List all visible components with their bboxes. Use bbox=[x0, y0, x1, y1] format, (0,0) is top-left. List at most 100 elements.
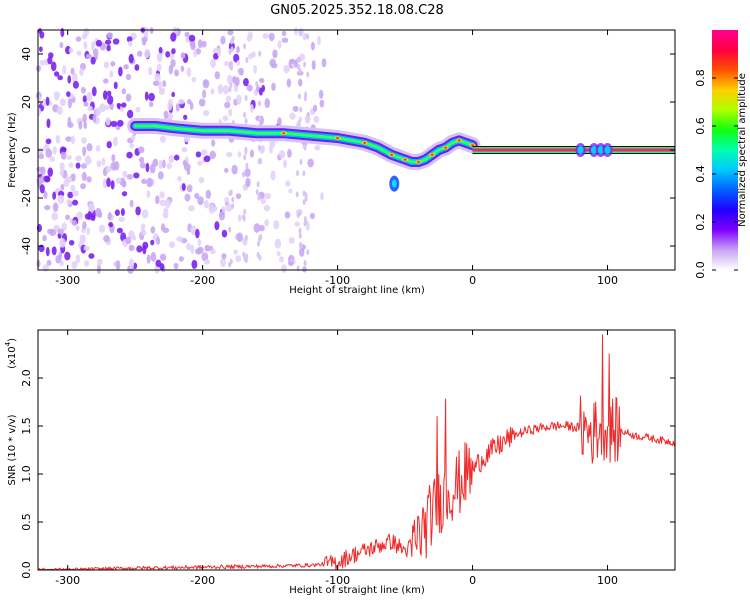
noise-speckle bbox=[67, 116, 72, 127]
noise-speckle bbox=[52, 191, 57, 200]
noise-streak bbox=[231, 196, 235, 203]
noise-streak bbox=[303, 220, 307, 227]
noise-speckle bbox=[150, 251, 157, 262]
noise-streak bbox=[257, 144, 261, 151]
noise-speckle bbox=[198, 176, 205, 184]
noise-speckle bbox=[173, 154, 180, 161]
noise-speckle bbox=[67, 75, 72, 84]
noise-speckle bbox=[191, 259, 198, 270]
noise-speckle bbox=[171, 91, 176, 98]
noise-speckle bbox=[106, 95, 114, 105]
noise-speckle bbox=[86, 143, 93, 152]
noise-speckle bbox=[96, 258, 103, 266]
noise-speckle bbox=[155, 195, 160, 205]
noise-speckle bbox=[292, 105, 299, 112]
noise-streak bbox=[299, 158, 303, 165]
spectrogram-x-tick-label: -100 bbox=[325, 274, 350, 287]
noise-speckle bbox=[106, 44, 111, 52]
noise-speckle bbox=[66, 199, 71, 205]
noise-speckle bbox=[101, 157, 106, 166]
plateau-burst-core bbox=[597, 146, 604, 154]
spectrogram-y-tick-label: -40 bbox=[20, 237, 33, 255]
noise-speckle bbox=[157, 171, 164, 180]
noise-speckle bbox=[268, 32, 275, 42]
spectrogram-x-tick-label: 0 bbox=[469, 274, 476, 287]
noise-speckle bbox=[144, 48, 151, 59]
noise-speckle bbox=[270, 62, 278, 69]
noise-speckle bbox=[294, 27, 298, 36]
noise-streak bbox=[306, 33, 310, 40]
noise-speckle bbox=[225, 203, 233, 212]
snr-plot-area bbox=[38, 330, 675, 570]
noise-speckle bbox=[45, 246, 50, 257]
noise-speckle bbox=[201, 40, 207, 48]
noise-speckle bbox=[309, 212, 315, 220]
noise-speckle bbox=[246, 84, 253, 92]
noise-speckle bbox=[55, 255, 62, 264]
noise-speckle bbox=[274, 238, 282, 249]
noise-speckle bbox=[80, 163, 87, 169]
noise-streak bbox=[256, 181, 260, 188]
noise-speckle bbox=[131, 134, 136, 141]
noise-speckle bbox=[57, 228, 64, 235]
noise-speckle bbox=[128, 40, 133, 47]
noise-speckle bbox=[158, 160, 163, 170]
noise-speckle bbox=[82, 146, 87, 157]
ridge-hotspot-peak bbox=[417, 161, 421, 163]
noise-speckle bbox=[59, 98, 66, 107]
noise-speckle bbox=[155, 259, 162, 268]
noise-speckle bbox=[92, 115, 97, 123]
noise-streak bbox=[298, 241, 302, 248]
noise-streak bbox=[302, 199, 306, 206]
noise-speckle bbox=[118, 216, 126, 222]
noise-speckle bbox=[96, 264, 101, 275]
noise-speckle bbox=[57, 75, 63, 81]
noise-streak bbox=[303, 259, 307, 266]
noise-speckle bbox=[317, 35, 321, 46]
noise-speckle bbox=[217, 84, 224, 95]
noise-streak bbox=[304, 91, 308, 98]
noise-speckle bbox=[166, 162, 172, 170]
noise-speckle bbox=[86, 91, 93, 102]
noise-streak bbox=[241, 214, 245, 221]
noise-speckle bbox=[129, 143, 135, 149]
noise-speckle bbox=[205, 189, 212, 200]
noise-speckle bbox=[154, 73, 161, 82]
noise-speckle bbox=[68, 47, 74, 54]
colorbar-tick-label: 0.0 bbox=[694, 261, 707, 279]
noise-speckle bbox=[289, 58, 296, 64]
noise-speckle bbox=[110, 61, 116, 67]
noise-speckle bbox=[135, 206, 141, 216]
colorbar-tick-label: 0.8 bbox=[694, 69, 707, 87]
noise-speckle bbox=[126, 36, 133, 43]
noise-streak bbox=[245, 162, 249, 169]
noise-speckle bbox=[178, 256, 184, 262]
noise-streak bbox=[245, 253, 249, 260]
noise-speckle bbox=[128, 258, 135, 269]
noise-speckle bbox=[237, 151, 242, 158]
noise-streak bbox=[302, 190, 306, 197]
noise-speckle bbox=[66, 176, 72, 184]
spectrogram-x-tick-label: -200 bbox=[190, 274, 215, 287]
noise-speckle bbox=[163, 110, 169, 120]
noise-speckle bbox=[221, 229, 228, 238]
noise-speckle bbox=[158, 46, 163, 54]
noise-speckle bbox=[44, 204, 51, 211]
noise-speckle bbox=[262, 33, 269, 39]
noise-speckle bbox=[234, 76, 240, 87]
snr-y-tick-label: 0.5 bbox=[20, 513, 33, 531]
noise-speckle bbox=[236, 94, 242, 105]
snr-scale-label: (x104) bbox=[4, 338, 18, 369]
snr-y-tick-label: 1.5 bbox=[20, 417, 33, 435]
noise-speckle bbox=[38, 153, 44, 160]
ridge-hotspot-peak bbox=[363, 141, 367, 144]
noise-speckle bbox=[278, 150, 286, 159]
noise-speckle bbox=[87, 158, 92, 164]
noise-speckle bbox=[79, 67, 84, 77]
noise-speckle bbox=[59, 162, 65, 171]
noise-speckle bbox=[121, 191, 128, 197]
noise-speckle bbox=[164, 198, 172, 209]
noise-speckle bbox=[47, 56, 53, 65]
noise-speckle bbox=[195, 228, 200, 239]
